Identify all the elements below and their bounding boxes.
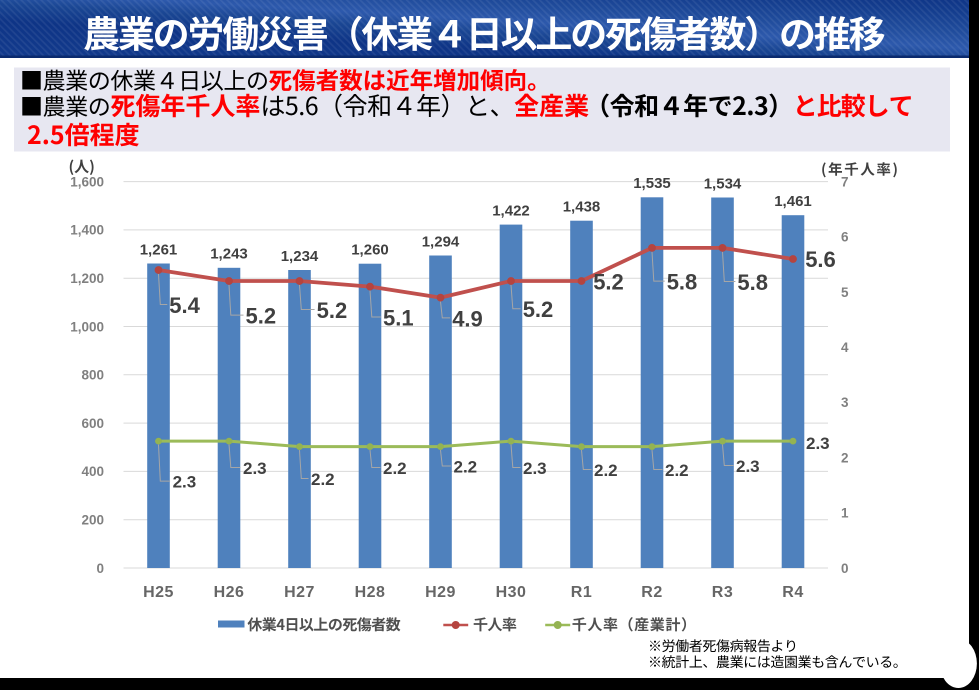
svg-text:H27: H27 [284, 584, 315, 601]
svg-text:1,260: 1,260 [351, 242, 389, 259]
svg-text:1,438: 1,438 [563, 199, 601, 216]
svg-text:5.1: 5.1 [383, 306, 414, 331]
svg-text:1,534: 1,534 [704, 175, 742, 192]
svg-text:5.4: 5.4 [169, 293, 200, 318]
svg-text:1,200: 1,200 [70, 271, 104, 286]
svg-text:1,400: 1,400 [70, 223, 104, 238]
svg-text:2.3: 2.3 [523, 459, 547, 478]
svg-text:2.2: 2.2 [454, 458, 478, 477]
svg-text:1,243: 1,243 [210, 246, 248, 263]
svg-text:4: 4 [841, 340, 849, 355]
svg-text:5.6: 5.6 [805, 247, 836, 272]
svg-text:5.2: 5.2 [523, 297, 554, 322]
svg-text:600: 600 [81, 416, 104, 431]
svg-text:3: 3 [841, 395, 849, 410]
svg-text:1: 1 [841, 506, 849, 521]
svg-text:0: 0 [841, 561, 849, 576]
svg-text:R4: R4 [782, 584, 803, 601]
svg-text:2.2: 2.2 [311, 470, 335, 489]
svg-text:1,294: 1,294 [422, 233, 460, 250]
svg-text:2.3: 2.3 [243, 459, 267, 478]
svg-text:200: 200 [81, 513, 104, 528]
svg-text:1,461: 1,461 [774, 193, 812, 210]
svg-text:R1: R1 [571, 584, 592, 601]
svg-text:5.2: 5.2 [246, 304, 277, 329]
svg-text:H28: H28 [355, 584, 386, 601]
svg-text:2.2: 2.2 [665, 461, 689, 480]
svg-text:800: 800 [81, 368, 104, 383]
svg-text:4.9: 4.9 [452, 306, 483, 331]
svg-text:5.8: 5.8 [737, 270, 768, 295]
svg-text:1,234: 1,234 [281, 248, 319, 265]
svg-text:1,422: 1,422 [492, 202, 530, 219]
svg-text:H29: H29 [425, 584, 456, 601]
svg-text:1,261: 1,261 [140, 241, 178, 258]
svg-text:R3: R3 [712, 584, 733, 601]
svg-text:H26: H26 [214, 584, 245, 601]
svg-text:7: 7 [841, 175, 849, 190]
svg-text:0: 0 [96, 561, 104, 576]
svg-text:2: 2 [841, 450, 849, 465]
svg-text:2.3: 2.3 [806, 434, 830, 453]
svg-text:2.3: 2.3 [736, 457, 760, 476]
svg-text:5.8: 5.8 [667, 270, 698, 295]
svg-text:2.3: 2.3 [173, 473, 197, 492]
svg-text:6: 6 [841, 230, 849, 245]
svg-text:5.2: 5.2 [593, 270, 624, 295]
svg-text:400: 400 [81, 464, 104, 479]
svg-text:R2: R2 [641, 584, 662, 601]
svg-text:1,000: 1,000 [70, 319, 104, 334]
svg-text:H25: H25 [143, 584, 174, 601]
svg-text:2.2: 2.2 [383, 459, 407, 478]
svg-text:H30: H30 [496, 584, 527, 601]
svg-text:1,600: 1,600 [70, 174, 104, 189]
svg-text:2.2: 2.2 [594, 461, 618, 480]
svg-text:5.2: 5.2 [317, 298, 348, 323]
svg-text:5: 5 [841, 285, 849, 300]
svg-text:1,535: 1,535 [633, 175, 671, 192]
